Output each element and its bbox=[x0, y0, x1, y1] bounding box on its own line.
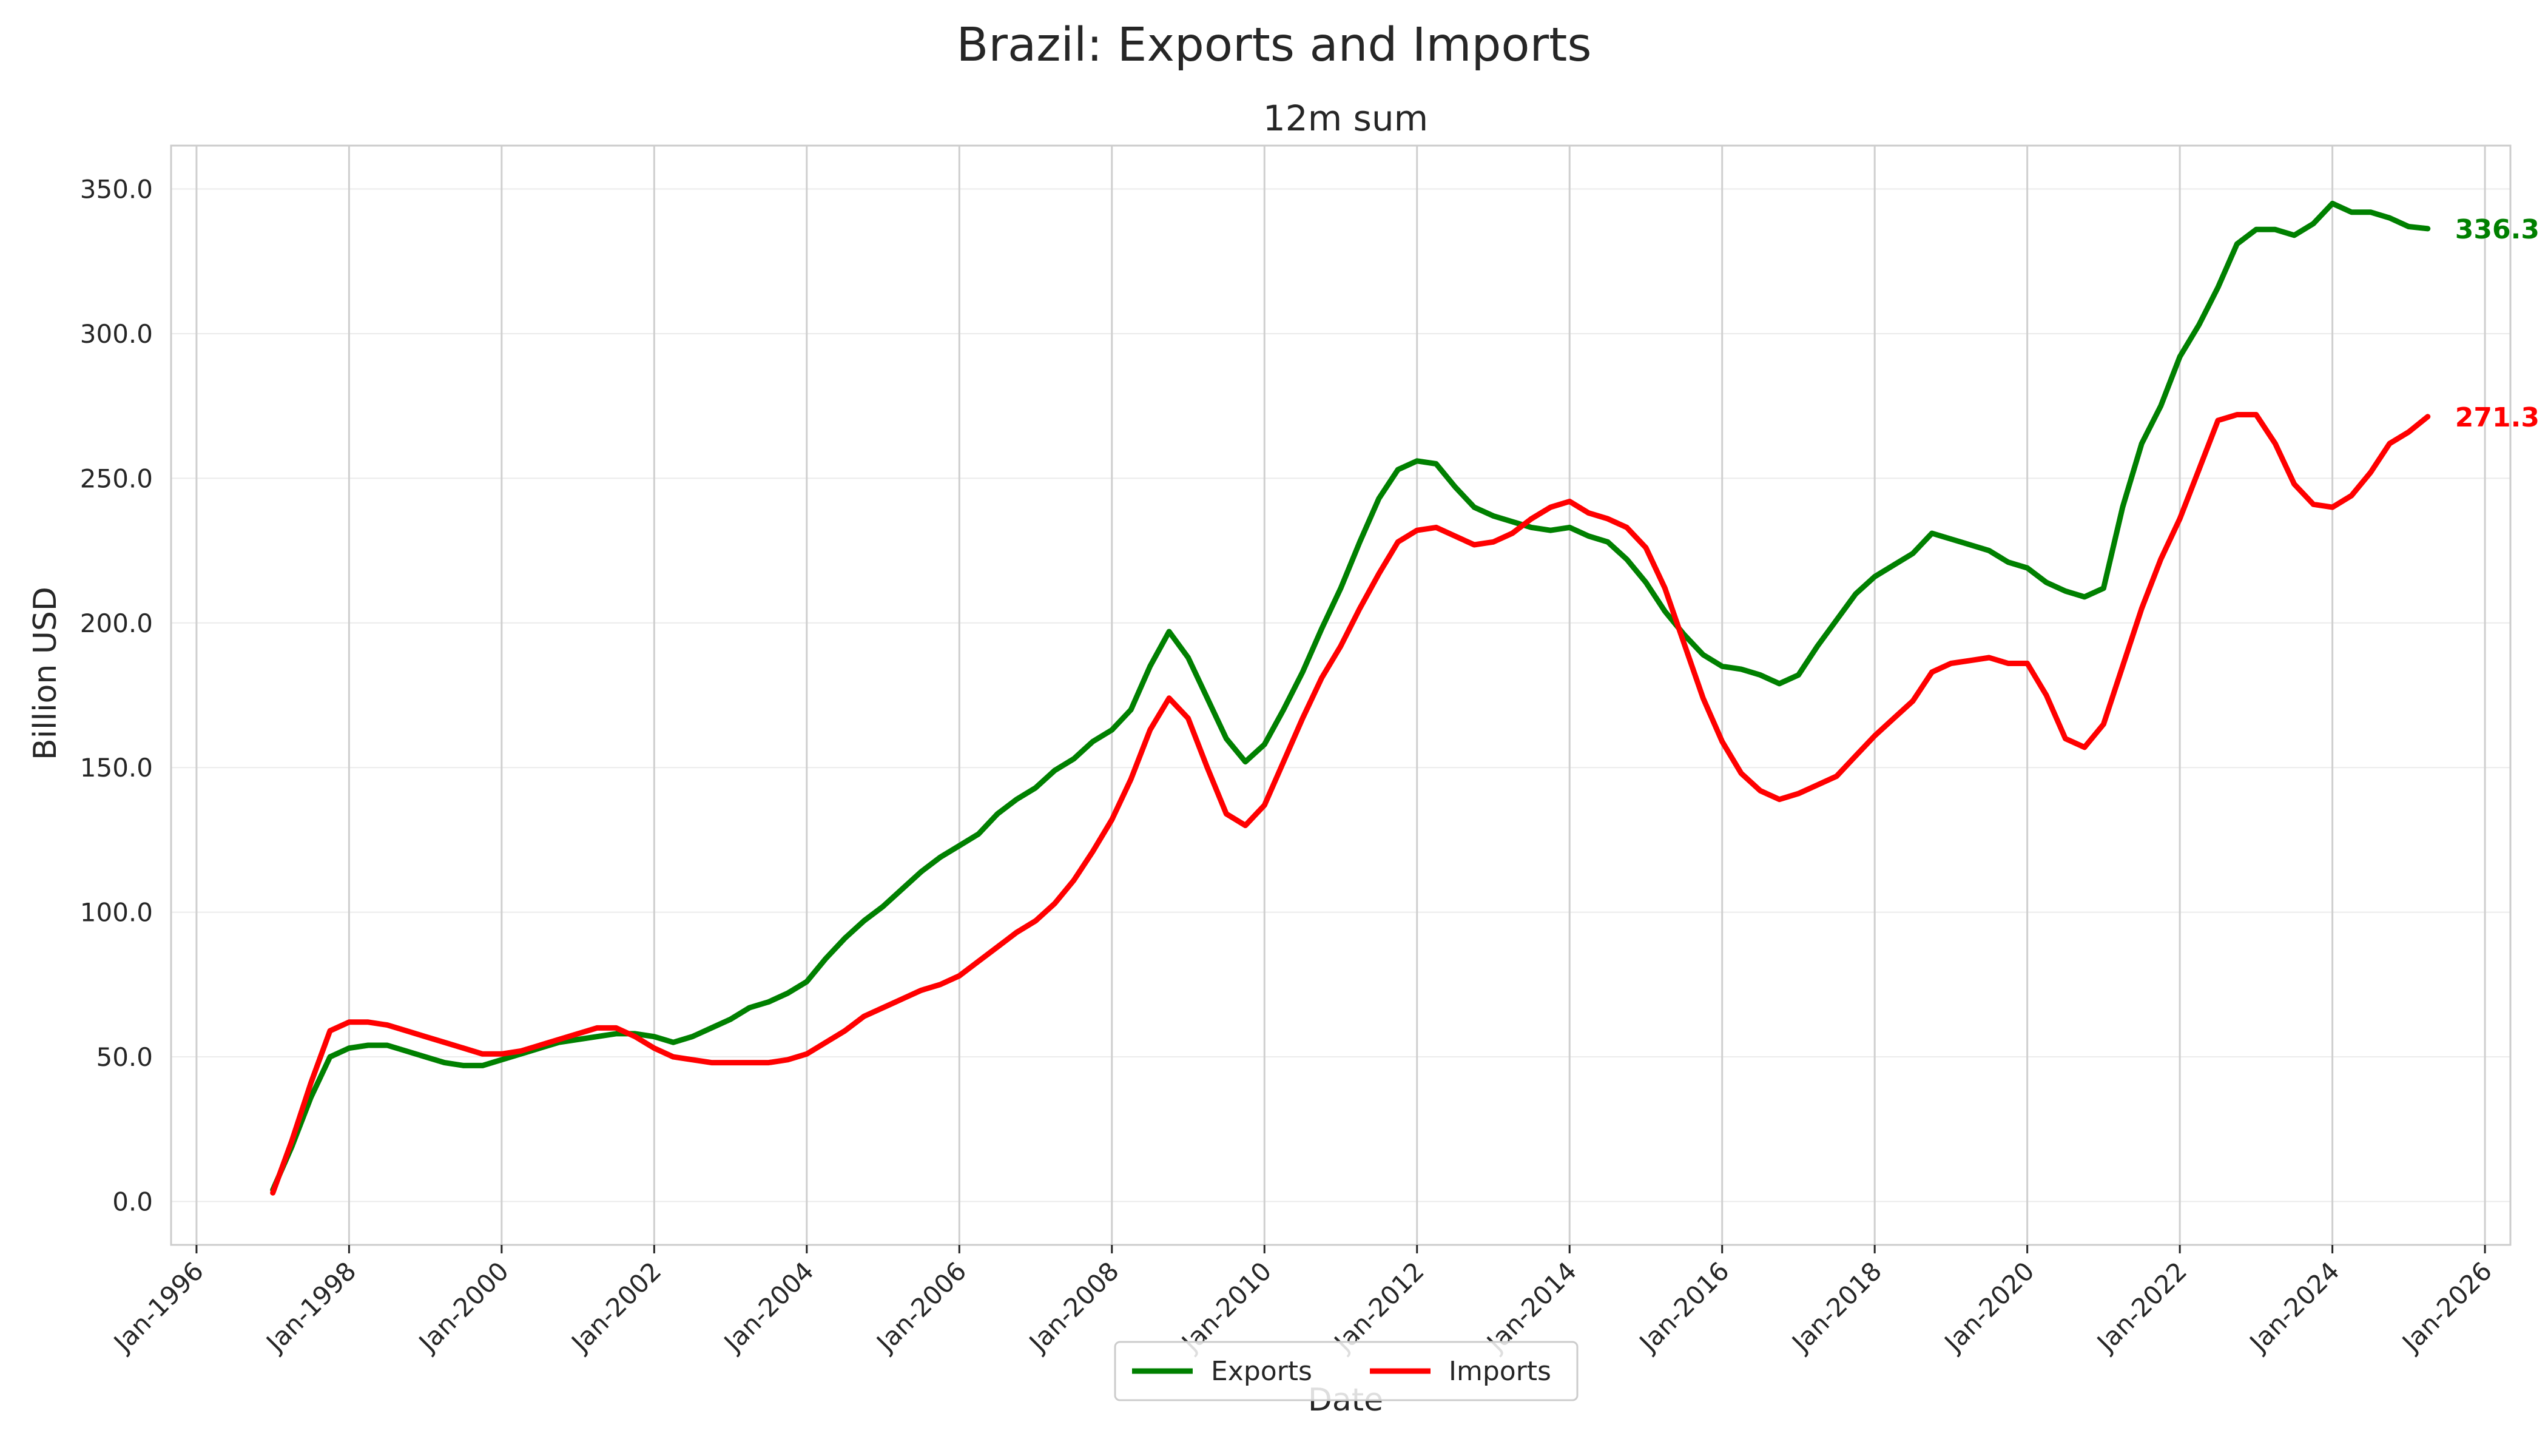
series-layer bbox=[270, 200, 2431, 1196]
legend: Exports Imports bbox=[1114, 1341, 1579, 1401]
legend-box bbox=[1114, 1341, 1579, 1401]
chart-title: Brazil: Exports and Imports bbox=[957, 18, 1592, 72]
y-tick-label: 200.0 bbox=[80, 608, 153, 638]
y-axis-label: Billion USD bbox=[27, 587, 64, 760]
y-tick-label: 150.0 bbox=[80, 753, 153, 783]
y-tick-label: 350.0 bbox=[80, 175, 153, 204]
y-tick-label: 250.0 bbox=[80, 463, 153, 493]
legend-label-imports: Imports bbox=[1449, 1356, 1551, 1387]
legend-label-exports: Exports bbox=[1211, 1356, 1312, 1387]
y-tick-label: 0.0 bbox=[112, 1187, 153, 1216]
y-tick-label: 100.0 bbox=[80, 898, 153, 928]
y-tick-label: 50.0 bbox=[96, 1042, 153, 1072]
y-axis: 0.0 50.0 100.0 150.0 200.0 250.0 300.0 350.0 bbox=[80, 175, 153, 1217]
chart-subtitle: 12m sum bbox=[1263, 98, 1428, 139]
end-labels: 336.3 271.3 bbox=[2455, 214, 2540, 433]
end-value-label-exports: 336.3 bbox=[2455, 214, 2540, 245]
end-value-label-imports: 271.3 bbox=[2455, 402, 2540, 433]
series-line-imports bbox=[270, 412, 2431, 1196]
y-tick-label: 300.0 bbox=[80, 319, 153, 349]
plot-frame bbox=[170, 144, 2512, 1246]
